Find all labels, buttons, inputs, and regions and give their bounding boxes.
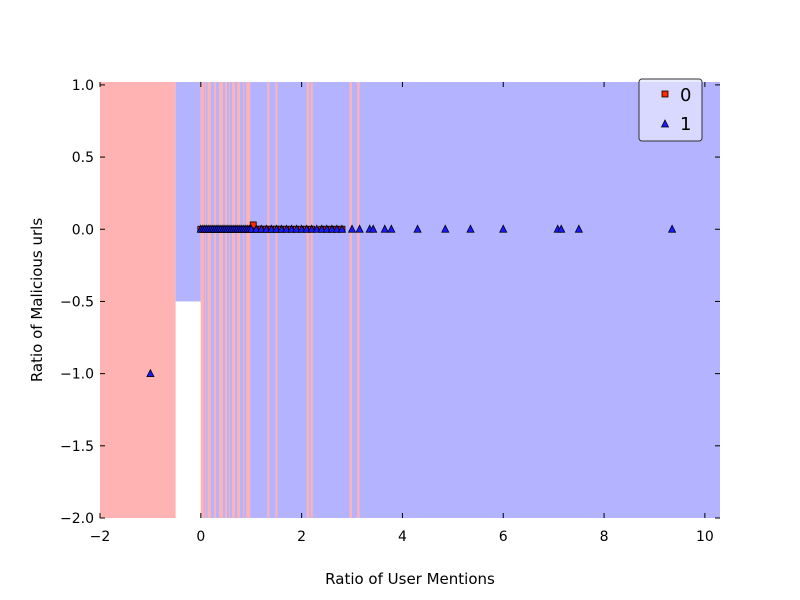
legend-marker-0 [661, 90, 669, 98]
legend-label-1: 1 [680, 114, 691, 135]
legend-marker-1 [660, 119, 670, 128]
axis-ticks: −2 0 2 4 6 8 101.00.50.0−0.5−1.0−1.5−2.0 [60, 78, 720, 545]
data-point-series-1 [267, 224, 276, 233]
data-point-series-1 [146, 368, 155, 378]
data-point-series-1 [380, 224, 389, 233]
x-tick-label: 4 [398, 529, 407, 545]
legend-box [638, 78, 703, 142]
data-point-series-1 [387, 224, 396, 233]
data-point-series-1 [272, 224, 281, 233]
data-point-series-1 [252, 224, 261, 233]
decision-region-14 [267, 82, 270, 518]
decision-region-18 [349, 82, 353, 518]
data-point-series-1 [277, 224, 286, 233]
decision-region-6 [213, 82, 216, 518]
data-point-series-1 [499, 224, 508, 233]
decision-region-12 [243, 82, 245, 518]
decision-region-15 [275, 82, 278, 518]
y-tick-label: 0.5 [72, 150, 94, 166]
data-point-series-1 [262, 224, 271, 233]
decision-region-0 [100, 82, 176, 518]
data-point-series-1 [466, 224, 475, 233]
decision-region-1 [175, 82, 201, 302]
data-point-series-1 [347, 224, 357, 233]
legend-label-0: 0 [680, 85, 691, 106]
decision-region-19 [357, 82, 360, 518]
decision-region-13 [246, 82, 251, 518]
y-tick-label: −1.0 [60, 367, 94, 383]
decision-region-16 [306, 82, 310, 518]
data-point-series-1 [282, 224, 291, 233]
data-point-series-1 [355, 224, 364, 233]
data-point-series-1 [557, 224, 566, 233]
decision-region-5 [207, 82, 211, 518]
decision-region-11 [237, 82, 241, 518]
x-tick-label: 6 [499, 529, 508, 545]
legend: 0 1 [638, 78, 703, 142]
data-point-series-1 [247, 224, 256, 233]
decision-regions [100, 82, 721, 518]
data-point-series-1 [317, 224, 326, 233]
data-point-series-1 [297, 224, 306, 233]
decision-region-9 [229, 82, 231, 518]
data-point-series-1 [574, 224, 584, 233]
decision-region-2 [200, 82, 721, 518]
data-point-series-1 [332, 224, 342, 233]
y-tick-label: −0.5 [60, 294, 94, 310]
y-tick-label: −1.5 [60, 439, 94, 455]
data-point-series-1 [337, 224, 347, 233]
y-tick-label: 1.0 [72, 78, 94, 94]
decision-region-17 [310, 82, 313, 518]
data-point-series-1 [312, 224, 321, 233]
decision-region-10 [232, 82, 236, 518]
decision-region-3 [200, 82, 204, 518]
data-point-series-1 [322, 224, 331, 233]
data-point-series-1 [413, 224, 422, 233]
data-point-series-1 [667, 224, 677, 233]
y-axis-label: Ratio of Malicious urls [28, 218, 46, 382]
x-tick-label: 10 [696, 529, 714, 545]
x-tick-label: 2 [297, 529, 306, 545]
decision-region-7 [218, 82, 223, 518]
x-tick-label: −2 [90, 529, 111, 545]
data-point-series-1 [327, 224, 337, 233]
y-tick-label: 0.0 [72, 222, 94, 238]
data-point-series-1 [302, 224, 311, 233]
x-tick-label: 8 [600, 529, 609, 545]
data-point-series-1 [287, 224, 296, 233]
x-axis-label: Ratio of User Mentions [325, 570, 495, 588]
data-point-series-1 [369, 224, 378, 233]
data-point-series-1 [441, 224, 450, 233]
decision-region-4 [204, 82, 206, 518]
data-point-series-1 [307, 224, 316, 233]
data-points [146, 221, 677, 378]
x-tick-label: 0 [196, 529, 205, 545]
y-tick-label: −2.0 [60, 511, 94, 527]
decision-region-8 [225, 82, 228, 518]
data-point-series-1 [257, 224, 266, 233]
data-point-series-1 [292, 224, 301, 233]
